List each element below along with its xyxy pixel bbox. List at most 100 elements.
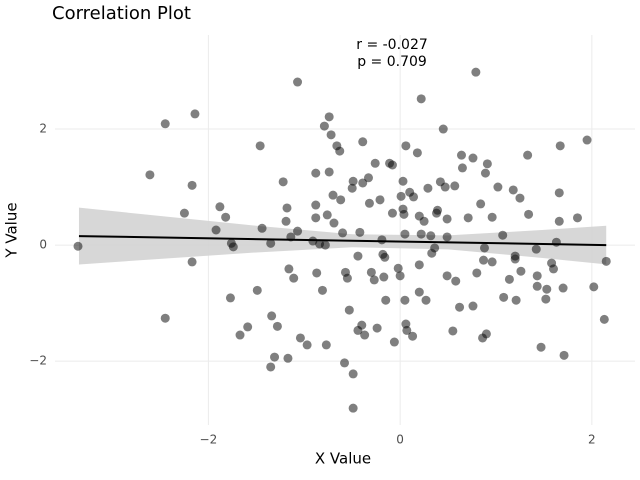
point — [476, 199, 486, 209]
point — [293, 77, 303, 87]
point — [414, 287, 424, 297]
point — [481, 329, 491, 339]
point — [531, 244, 541, 254]
point — [479, 255, 489, 265]
point — [601, 256, 611, 266]
point — [379, 272, 389, 282]
point — [221, 212, 231, 222]
point — [278, 177, 288, 187]
point — [311, 213, 321, 223]
point — [378, 249, 388, 259]
point — [599, 314, 609, 324]
point — [442, 232, 452, 242]
point — [559, 350, 569, 360]
point — [471, 67, 481, 77]
point — [457, 163, 467, 173]
x-axis-label: X Value — [315, 450, 371, 468]
y-tick-label: 2 — [39, 122, 47, 136]
point — [409, 192, 419, 202]
point — [338, 228, 348, 238]
point — [377, 235, 387, 245]
point — [401, 141, 411, 151]
point — [322, 210, 332, 220]
point — [572, 213, 582, 223]
point — [187, 180, 197, 190]
point — [508, 185, 518, 195]
point — [293, 226, 303, 236]
point — [211, 225, 221, 235]
point — [504, 274, 514, 284]
point — [555, 141, 565, 151]
point — [317, 285, 327, 295]
point — [342, 273, 352, 283]
point — [515, 193, 525, 203]
point — [272, 321, 282, 331]
point — [281, 216, 291, 226]
point — [442, 214, 452, 224]
plot-area — [73, 67, 611, 413]
point — [463, 213, 473, 223]
point — [450, 181, 460, 191]
point — [468, 301, 478, 311]
point — [389, 337, 399, 347]
point — [255, 141, 265, 151]
point — [324, 112, 334, 122]
point — [468, 153, 478, 163]
point — [355, 227, 365, 237]
point — [493, 182, 503, 192]
x-tick-label: 2 — [588, 433, 596, 447]
point — [554, 216, 564, 226]
point — [551, 237, 561, 247]
point — [395, 271, 405, 281]
point — [348, 369, 358, 379]
y-axis-label: Y Value — [3, 202, 21, 258]
point — [243, 322, 253, 332]
point — [412, 148, 422, 158]
point — [398, 176, 408, 186]
point — [160, 119, 170, 129]
point — [326, 130, 336, 140]
point — [393, 263, 403, 273]
point — [542, 284, 552, 294]
point — [479, 243, 489, 253]
point — [554, 188, 564, 198]
point — [370, 158, 380, 168]
point — [357, 320, 367, 330]
point — [372, 323, 382, 333]
point — [311, 200, 321, 210]
point — [516, 266, 526, 276]
point — [423, 183, 433, 193]
point — [510, 251, 520, 261]
x-tick-label: −2 — [200, 433, 218, 447]
point — [321, 340, 331, 350]
point — [416, 94, 426, 104]
point — [451, 276, 461, 286]
point — [366, 267, 376, 277]
point — [414, 260, 424, 270]
point — [179, 208, 189, 218]
point — [282, 203, 292, 213]
point — [408, 331, 418, 341]
point — [400, 295, 410, 305]
x-tick-label: 0 — [396, 433, 404, 447]
point — [442, 271, 452, 281]
point — [482, 159, 492, 169]
point — [480, 168, 490, 178]
point — [353, 251, 363, 261]
point — [267, 311, 277, 321]
point — [419, 216, 429, 226]
point — [320, 240, 330, 250]
point — [252, 285, 262, 295]
point — [416, 229, 426, 239]
point — [302, 340, 312, 350]
point — [348, 176, 358, 186]
point — [438, 124, 448, 134]
point — [402, 325, 412, 335]
point — [523, 150, 533, 160]
point — [541, 294, 551, 304]
point — [225, 293, 235, 303]
point — [335, 146, 345, 156]
point — [312, 268, 322, 278]
point — [399, 209, 409, 219]
